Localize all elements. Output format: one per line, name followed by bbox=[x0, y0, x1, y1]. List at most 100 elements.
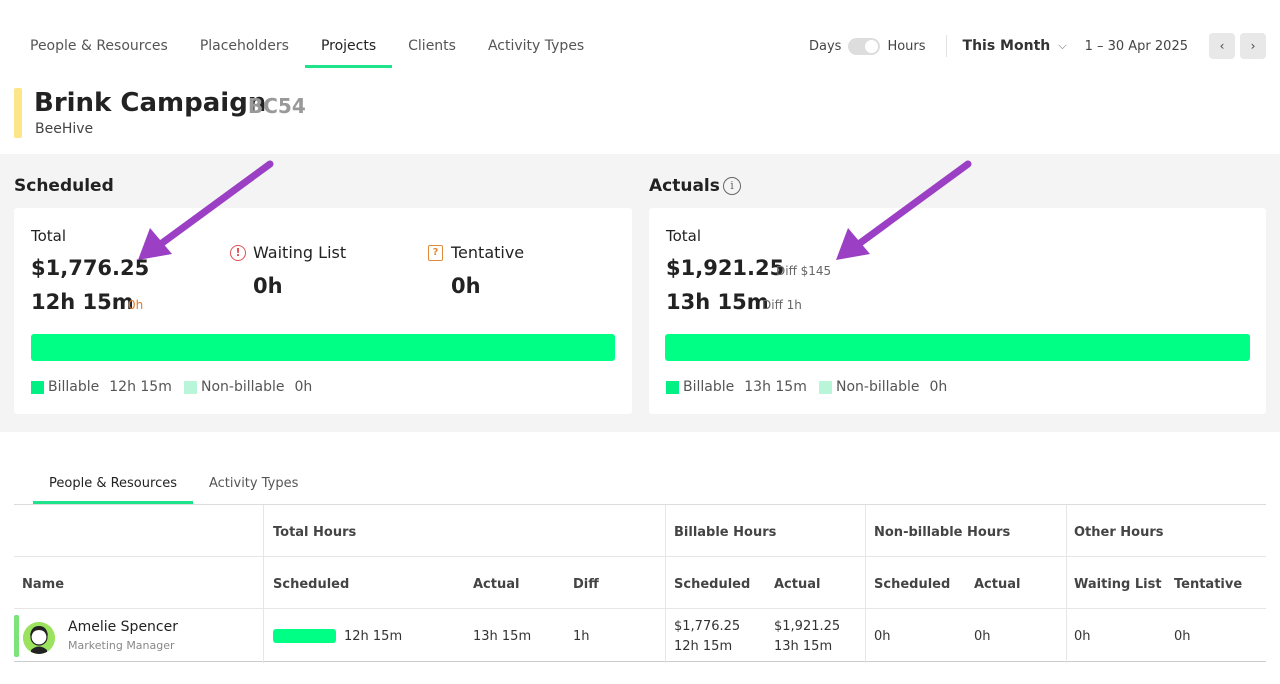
cell-billable-actual-amount: $1,921.25 bbox=[774, 619, 841, 634]
nonbillable-label: Non-billable bbox=[201, 379, 285, 395]
waiting-list-icon: ! bbox=[230, 245, 246, 261]
actuals-total-label: Total bbox=[666, 227, 702, 245]
table-group-header bbox=[14, 505, 1266, 557]
billable-label: Billable bbox=[48, 379, 100, 395]
billable-swatch bbox=[31, 380, 44, 394]
days-hours-toggle[interactable] bbox=[848, 37, 881, 55]
prev-period-button[interactable]: ‹ bbox=[1209, 33, 1235, 59]
person-avatar-icon bbox=[23, 622, 55, 654]
toolbar-divider bbox=[945, 35, 947, 57]
person-role: Marketing Manager bbox=[68, 639, 175, 652]
row-accent bbox=[14, 615, 19, 657]
col-tentative[interactable]: Tentative bbox=[1174, 577, 1243, 592]
cell-diff: 1h bbox=[573, 629, 590, 644]
toolbar: Days Hours This Month ⌵ 1 – 30 Apr 2025 … bbox=[809, 32, 1266, 60]
tab-projects[interactable]: Projects bbox=[304, 26, 393, 68]
scheduled-mini-bar bbox=[273, 629, 336, 643]
actuals-card: Total $1,921.25 Diff $145 13h 15m Diff 1… bbox=[649, 208, 1266, 414]
project-client[interactable]: BeeHive bbox=[35, 121, 94, 137]
col-scheduled[interactable]: Scheduled bbox=[273, 577, 350, 592]
scheduled-title: Scheduled bbox=[14, 176, 114, 196]
column-divider bbox=[1066, 505, 1067, 663]
cell-actual: 13h 15m bbox=[473, 629, 532, 644]
tab-placeholders[interactable]: Placeholders bbox=[199, 38, 289, 54]
column-divider bbox=[665, 505, 666, 663]
breakdown-table: Total Hours Billable Hours Non-billable … bbox=[14, 504, 1266, 663]
billable-swatch bbox=[666, 380, 679, 394]
cell-nonbillable-scheduled: 0h bbox=[874, 629, 891, 644]
nonbillable-swatch bbox=[184, 380, 197, 394]
actuals-diff-amount: Diff $145 bbox=[776, 264, 832, 278]
nonbillable-label: Non-billable bbox=[836, 379, 920, 395]
cell-waiting-list: 0h bbox=[1074, 629, 1091, 644]
project-color-bar bbox=[14, 88, 22, 138]
actuals-total-hours: 13h 15m bbox=[666, 290, 769, 314]
group-other-hours: Other Hours bbox=[1074, 525, 1164, 540]
scheduled-extra-hours: 0h bbox=[128, 298, 144, 312]
column-divider bbox=[865, 505, 866, 663]
col-actual[interactable]: Actual bbox=[473, 577, 520, 592]
toggle-knob bbox=[865, 39, 879, 53]
group-billable-hours: Billable Hours bbox=[674, 525, 777, 540]
billable-label: Billable bbox=[683, 379, 735, 395]
info-icon[interactable]: i bbox=[723, 177, 741, 195]
actuals-nonbillable-legend: Non-billable 0h bbox=[819, 379, 947, 395]
billable-value: 13h 15m bbox=[744, 379, 807, 395]
avatar bbox=[23, 622, 55, 654]
scheduled-billable-legend: Billable 12h 15m bbox=[31, 379, 172, 395]
cell-billable-scheduled-amount: $1,776.25 bbox=[674, 619, 741, 634]
col-nonbillable-scheduled[interactable]: Scheduled bbox=[874, 577, 951, 592]
cell-scheduled: 12h 15m bbox=[344, 629, 403, 644]
scheduled-total-hours: 12h 15m bbox=[31, 290, 134, 314]
group-nonbillable-hours: Non-billable Hours bbox=[874, 525, 1011, 540]
chevron-down-icon[interactable]: ⌵ bbox=[1058, 39, 1067, 52]
table-column-header bbox=[14, 557, 1266, 609]
scheduled-total-label: Total bbox=[31, 227, 67, 245]
cell-billable-scheduled-hours: 12h 15m bbox=[674, 639, 733, 654]
col-billable-scheduled[interactable]: Scheduled bbox=[674, 577, 751, 592]
chevron-right-icon: › bbox=[1250, 39, 1256, 53]
tentative-icon: ? bbox=[428, 245, 443, 261]
subtab-people-resources[interactable]: People & Resources bbox=[33, 466, 193, 504]
cell-billable-actual-hours: 13h 15m bbox=[774, 639, 833, 654]
col-nonbillable-actual[interactable]: Actual bbox=[974, 577, 1021, 592]
scheduled-billable-bar bbox=[31, 334, 615, 361]
column-divider bbox=[263, 505, 264, 663]
actuals-billable-bar bbox=[665, 334, 1250, 361]
cell-nonbillable-actual: 0h bbox=[974, 629, 991, 644]
nonbillable-swatch bbox=[819, 380, 832, 394]
tentative-value: 0h bbox=[451, 274, 481, 298]
next-period-button[interactable]: › bbox=[1240, 33, 1266, 59]
scheduled-total-amount: $1,776.25 bbox=[31, 256, 150, 280]
hours-label: Hours bbox=[887, 38, 926, 54]
col-diff[interactable]: Diff bbox=[573, 577, 599, 592]
billable-value: 12h 15m bbox=[109, 379, 172, 395]
tab-clients[interactable]: Clients bbox=[408, 38, 456, 54]
days-label: Days bbox=[808, 38, 842, 54]
scheduled-nonbillable-legend: Non-billable 0h bbox=[184, 379, 312, 395]
tentative-label: Tentative bbox=[451, 243, 525, 262]
scheduled-card: Total $1,776.25 12h 15m 0h ! Waiting Lis… bbox=[14, 208, 632, 414]
subtab-activity-types[interactable]: Activity Types bbox=[208, 476, 299, 491]
actuals-billable-legend: Billable 13h 15m bbox=[666, 379, 807, 395]
person-name[interactable]: Amelie Spencer bbox=[68, 619, 178, 635]
project-code: BC54 bbox=[248, 94, 306, 118]
group-total-hours: Total Hours bbox=[273, 525, 357, 540]
actuals-title: Actuals bbox=[649, 176, 720, 196]
period-select[interactable]: This Month bbox=[962, 38, 1051, 54]
cell-tentative: 0h bbox=[1174, 629, 1191, 644]
breakdown-tabs: People & Resources Activity Types bbox=[33, 466, 314, 504]
col-billable-actual[interactable]: Actual bbox=[774, 577, 821, 592]
tab-activity-types[interactable]: Activity Types bbox=[487, 38, 585, 54]
main-tabs: People & Resources Placeholders Projects… bbox=[14, 26, 600, 68]
chevron-left-icon: ‹ bbox=[1219, 39, 1225, 53]
tab-people-resources[interactable]: People & Resources bbox=[30, 38, 168, 54]
waiting-list-label: Waiting List bbox=[253, 243, 347, 262]
actuals-total-amount: $1,921.25 bbox=[666, 256, 785, 280]
col-waiting-list[interactable]: Waiting List bbox=[1074, 577, 1162, 592]
nonbillable-value: 0h bbox=[294, 379, 313, 395]
date-range: 1 – 30 Apr 2025 bbox=[1084, 38, 1188, 54]
waiting-list-value: 0h bbox=[253, 274, 283, 298]
actuals-diff-hours: Diff 1h bbox=[762, 298, 802, 312]
col-name[interactable]: Name bbox=[22, 577, 65, 592]
